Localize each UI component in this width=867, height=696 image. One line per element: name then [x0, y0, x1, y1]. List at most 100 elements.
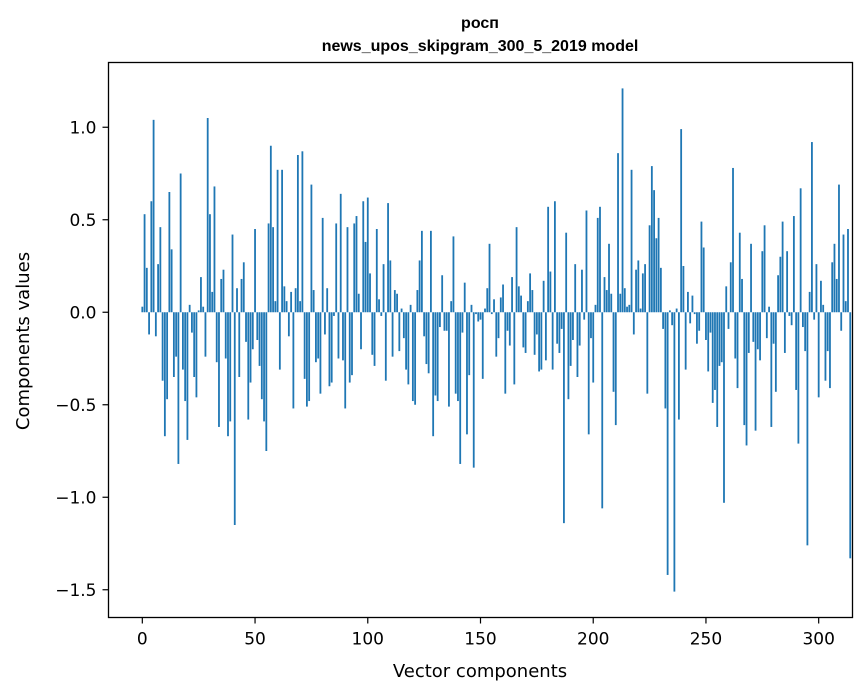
bar-51: [256, 312, 259, 340]
bar-8: [159, 227, 162, 313]
bar-92: [348, 312, 351, 383]
bar-195: [581, 269, 583, 313]
bar-41: [233, 312, 236, 525]
bar-93: [351, 312, 353, 376]
bar-35: [220, 278, 223, 313]
bar-36: [222, 269, 225, 313]
bar-275: [761, 251, 764, 313]
bar-190: [569, 312, 572, 366]
bar-198: [587, 312, 590, 435]
bar-215: [626, 306, 628, 313]
bar-82: [326, 288, 329, 313]
bar-65: [287, 312, 290, 337]
bar-60: [276, 169, 279, 313]
bar-150: [479, 312, 482, 320]
bar-193: [576, 312, 579, 377]
bar-280: [772, 312, 775, 344]
bar-49: [251, 312, 254, 350]
bar-204: [601, 312, 604, 509]
bar-22: [191, 312, 193, 333]
bar-269: [747, 312, 750, 353]
bar-163: [508, 312, 511, 346]
bar-211: [617, 153, 619, 313]
bar-212: [619, 293, 622, 313]
bar-196: [583, 312, 586, 320]
bar-70: [299, 301, 302, 313]
bar-71: [301, 151, 304, 313]
bar-290: [795, 312, 798, 390]
bar-34: [218, 312, 220, 427]
y-tick-label: 0.0: [69, 303, 96, 323]
bar-291: [797, 312, 800, 444]
bar-312: [844, 301, 847, 313]
x-tick-label: 100: [352, 630, 384, 650]
bar-142: [461, 312, 464, 333]
bar-156: [493, 299, 495, 313]
bar-311: [842, 234, 845, 313]
bar-186: [560, 312, 563, 329]
bar-220: [637, 260, 640, 313]
chart-subtitle: news_upos_skipgram_300_5_2019 model: [322, 38, 639, 55]
bar-77: [315, 312, 317, 363]
bar-173: [531, 290, 534, 313]
bar-26: [200, 277, 202, 313]
bar-213: [621, 88, 624, 313]
bar-239: [680, 129, 683, 313]
bar-74: [308, 312, 311, 402]
bar-53: [260, 312, 263, 400]
bar-304: [826, 312, 829, 352]
bar-283: [779, 256, 782, 313]
bar-89: [342, 312, 344, 361]
bar-170: [524, 312, 527, 353]
bar-114: [398, 312, 401, 352]
bar-300: [817, 312, 820, 398]
bar-197: [585, 210, 588, 313]
bar-174: [533, 312, 536, 355]
bar-169: [522, 312, 525, 348]
bar-39: [229, 312, 232, 422]
bar-105: [378, 299, 380, 313]
bar-90: [344, 312, 347, 409]
bar-252: [709, 312, 712, 333]
bar-64: [285, 301, 288, 313]
bar-131: [436, 312, 439, 402]
bar-229: [657, 217, 660, 313]
bar-294: [804, 312, 807, 352]
bar-27: [202, 306, 205, 313]
bar-44: [240, 278, 243, 313]
bar-125: [423, 312, 426, 337]
bar-28: [204, 312, 207, 357]
bar-309: [838, 184, 840, 313]
bar-138: [452, 236, 455, 313]
bar-192: [574, 264, 577, 313]
bar-230: [659, 267, 662, 313]
bar-234: [668, 310, 671, 313]
bar-140: [457, 312, 459, 402]
bar-298: [813, 312, 816, 320]
y-axis: −1.5 −1.0 −0.5 0.0 0.5 1.0: [55, 118, 109, 601]
bar-276: [763, 225, 766, 313]
bar-278: [768, 306, 770, 313]
bar-11: [166, 312, 169, 400]
bar-130: [434, 312, 437, 396]
bar-200: [592, 312, 595, 383]
bar-1: [143, 214, 146, 313]
bar-144: [466, 312, 468, 435]
bar-23: [193, 312, 196, 377]
bar-98: [362, 201, 365, 313]
bar-46: [245, 312, 247, 342]
x-tick-label: 200: [577, 630, 609, 650]
bar-123: [418, 260, 421, 313]
bar-126: [425, 312, 428, 365]
bar-120: [411, 312, 414, 402]
bar-250: [705, 312, 707, 340]
bar-267: [743, 312, 746, 426]
bar-72: [303, 312, 306, 379]
bar-58: [272, 227, 274, 313]
bar-111: [391, 312, 394, 357]
bar-87: [337, 312, 340, 359]
bar-254: [714, 312, 716, 390]
bar-78: [317, 312, 320, 359]
bar-106: [380, 312, 383, 316]
bar-241: [684, 312, 687, 370]
